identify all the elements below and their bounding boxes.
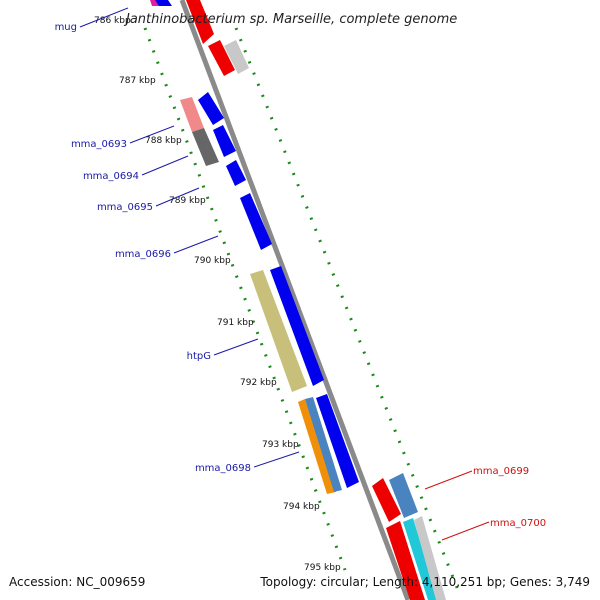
inner-dotted-track [143,27,347,571]
gene-feature[interactable] [403,518,438,600]
gene-label-mma-0693[interactable]: mma_0693 [71,139,127,150]
label-leader-line [253,451,300,468]
gene-feature[interactable] [250,270,307,392]
label-leader-line [155,187,200,207]
gene-feature[interactable] [180,97,204,132]
gene-feature[interactable] [192,128,219,166]
tick-label: 794 kbp [283,502,320,512]
label-leader-line [173,235,219,254]
gene-feature[interactable] [198,92,224,125]
genome-backbone [179,0,411,600]
gene-feature[interactable] [240,193,272,250]
tick-label: 791 kbp [217,318,254,328]
gene-feature[interactable] [414,516,446,600]
gene-feature[interactable] [298,399,336,494]
gene-label-mma-0698[interactable]: mma_0698 [195,463,251,474]
gene-feature[interactable] [213,125,236,157]
label-leader-line [141,155,189,176]
label-leader-line [424,470,473,490]
gene-feature[interactable] [305,397,342,492]
topology-label: Topology: circular; Length: 4,110,251 bp… [259,575,590,589]
gene-label-htpg[interactable]: htpG [187,351,211,362]
label-leader-line [79,7,129,28]
label-leader-line [213,338,259,356]
tick-label: 790 kbp [194,256,231,266]
gene-label-mma-0699[interactable]: mma_0699 [473,466,529,477]
gene-label-mug[interactable]: mug [55,22,77,33]
tick-label: 786 kbp [94,16,131,26]
gene-feature[interactable] [186,0,214,44]
tick-label: 789 kbp [169,196,206,206]
tick-label: 788 kbp [145,136,182,146]
gene-label-mma-0695[interactable]: mma_0695 [97,202,153,213]
label-leader-line [129,125,175,144]
gene-label-mma-0696[interactable]: mma_0696 [115,249,171,260]
tick-label: 795 kbp [304,563,341,573]
gene-feature[interactable] [386,521,425,600]
gene-feature[interactable] [389,473,418,518]
tick-label: 793 kbp [262,440,299,450]
label-leader-line [441,521,490,541]
gene-feature[interactable] [226,160,246,186]
gene-feature[interactable] [224,40,249,74]
gene-label-mma-0700[interactable]: mma_0700 [490,518,546,529]
tick-label: 787 kbp [119,76,156,86]
gene-feature[interactable] [372,478,401,522]
map-title: Janthinobacterium sp. Marseille, complet… [123,12,457,27]
gene-feature[interactable] [208,40,235,76]
accession-label: Accession: NC_009659 [9,575,145,589]
gene-feature[interactable] [270,266,324,386]
gene-feature[interactable] [316,394,359,488]
gene-label-mma-0694[interactable]: mma_0694 [83,171,139,182]
gene-feature[interactable] [155,0,172,6]
tick-label: 792 kbp [240,378,277,388]
